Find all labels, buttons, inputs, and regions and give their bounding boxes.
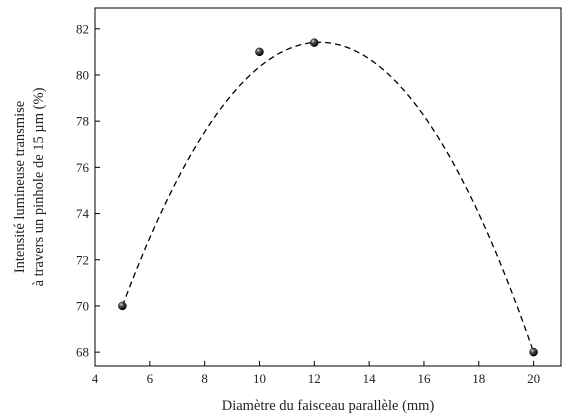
y-tick-label: 70: [76, 298, 89, 313]
y-tick-label: 82: [76, 21, 89, 36]
x-tick-label: 8: [201, 371, 208, 386]
x-tick-label: 10: [253, 371, 266, 386]
data-point: [529, 347, 538, 357]
fit-curve-group: [121, 41, 535, 353]
x-tick-label: 14: [363, 371, 377, 386]
x-tick-label: 6: [147, 371, 154, 386]
x-tick-label: 4: [92, 371, 99, 386]
data-point: [310, 38, 319, 47]
x-tick-label: 18: [472, 371, 485, 386]
data-points: [118, 38, 538, 357]
y-axis-ticks: 68 70 72 74 76 78 80 82: [76, 21, 100, 360]
x-axis-title: Diamètre du faisceau parallèle (mm): [222, 398, 435, 414]
data-point: [255, 47, 264, 57]
plot-frame: [94, 7, 562, 367]
y-tick-label: 74: [76, 206, 90, 221]
y-tick-label: 76: [76, 160, 90, 175]
x-axis-ticks: 4 6 8 10 12 14 16 18 20: [92, 361, 540, 386]
y-tick-label: 80: [76, 67, 89, 82]
x-tick-label: 12: [308, 371, 321, 386]
x-tick-label: 20: [527, 371, 540, 386]
y-axis-title-line-1: Intensité lumineuse transmise: [12, 101, 28, 273]
y-axis-title-line-2: à travers un pinhole de 15 µm (%): [31, 87, 47, 286]
fit-curve: [121, 41, 535, 353]
data-point: [118, 301, 127, 311]
x-tick-label: 16: [417, 371, 431, 386]
y-tick-label: 78: [76, 114, 89, 129]
y-tick-label: 68: [76, 345, 89, 360]
y-tick-label: 72: [76, 252, 89, 267]
